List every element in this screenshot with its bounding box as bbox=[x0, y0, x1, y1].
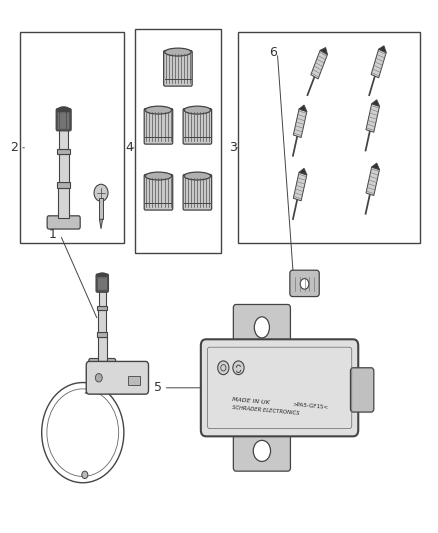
Polygon shape bbox=[299, 105, 307, 111]
Bar bbox=[99, 290, 106, 306]
Ellipse shape bbox=[165, 48, 191, 56]
Text: >PA5-GF15<: >PA5-GF15< bbox=[293, 402, 329, 410]
Polygon shape bbox=[372, 100, 379, 106]
Text: 6: 6 bbox=[269, 46, 277, 59]
Bar bbox=[59, 154, 69, 182]
Bar bbox=[238, 32, 420, 243]
Polygon shape bbox=[293, 109, 307, 138]
FancyBboxPatch shape bbox=[144, 109, 173, 144]
Text: 4: 4 bbox=[126, 141, 134, 155]
Ellipse shape bbox=[184, 106, 211, 114]
Ellipse shape bbox=[184, 172, 211, 180]
FancyBboxPatch shape bbox=[47, 216, 80, 229]
FancyBboxPatch shape bbox=[96, 274, 108, 292]
Ellipse shape bbox=[145, 172, 172, 180]
FancyBboxPatch shape bbox=[86, 361, 148, 394]
Circle shape bbox=[82, 471, 88, 479]
Bar bbox=[57, 149, 70, 154]
Bar bbox=[20, 32, 124, 243]
FancyBboxPatch shape bbox=[233, 427, 290, 471]
Circle shape bbox=[300, 279, 309, 289]
FancyBboxPatch shape bbox=[183, 109, 212, 144]
Bar bbox=[57, 182, 70, 188]
Circle shape bbox=[253, 440, 271, 462]
Bar bbox=[58, 188, 69, 218]
Text: 5: 5 bbox=[155, 381, 162, 394]
Polygon shape bbox=[371, 49, 386, 78]
Polygon shape bbox=[372, 163, 379, 169]
Polygon shape bbox=[299, 168, 307, 175]
FancyBboxPatch shape bbox=[350, 368, 374, 412]
Polygon shape bbox=[85, 391, 102, 393]
Ellipse shape bbox=[254, 317, 269, 338]
FancyBboxPatch shape bbox=[183, 174, 212, 210]
Polygon shape bbox=[320, 47, 328, 54]
Polygon shape bbox=[366, 104, 379, 132]
Ellipse shape bbox=[57, 107, 70, 114]
Circle shape bbox=[233, 361, 244, 375]
Bar bbox=[98, 337, 107, 361]
Ellipse shape bbox=[97, 273, 107, 278]
FancyBboxPatch shape bbox=[233, 304, 290, 349]
Bar bbox=[59, 129, 68, 149]
FancyBboxPatch shape bbox=[144, 174, 173, 210]
Polygon shape bbox=[99, 219, 102, 229]
Bar bbox=[99, 310, 106, 332]
FancyBboxPatch shape bbox=[290, 270, 319, 296]
Bar bbox=[134, 29, 221, 253]
Text: MADE IN UK: MADE IN UK bbox=[232, 397, 270, 405]
Polygon shape bbox=[378, 46, 386, 53]
Bar bbox=[97, 332, 107, 337]
FancyBboxPatch shape bbox=[201, 340, 358, 437]
Bar bbox=[97, 306, 107, 310]
Text: SCHRADER ELECTRONICS: SCHRADER ELECTRONICS bbox=[232, 405, 300, 415]
Bar bbox=[128, 376, 140, 385]
FancyBboxPatch shape bbox=[164, 51, 192, 86]
Polygon shape bbox=[311, 50, 328, 79]
Polygon shape bbox=[366, 167, 379, 196]
Circle shape bbox=[218, 361, 229, 375]
Ellipse shape bbox=[145, 106, 172, 114]
Text: 1: 1 bbox=[49, 228, 57, 241]
Circle shape bbox=[95, 374, 102, 382]
Circle shape bbox=[94, 184, 108, 201]
Polygon shape bbox=[293, 172, 307, 201]
Text: 2: 2 bbox=[10, 141, 18, 155]
FancyBboxPatch shape bbox=[89, 359, 116, 370]
Bar bbox=[99, 198, 102, 219]
FancyBboxPatch shape bbox=[56, 109, 71, 131]
Text: 3: 3 bbox=[230, 141, 237, 155]
